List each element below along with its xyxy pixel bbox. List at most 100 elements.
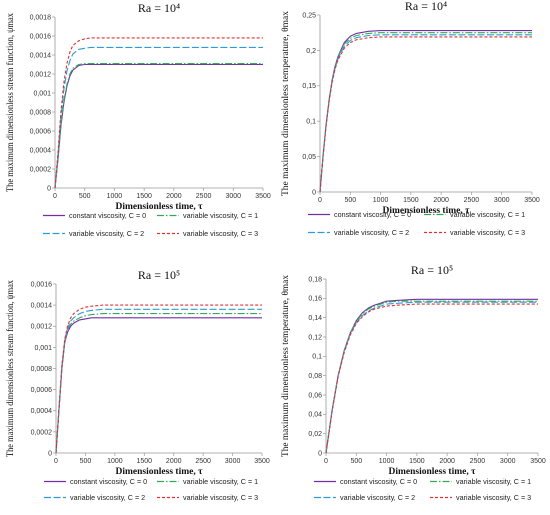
y-tick-label: 0,0008: [31, 366, 53, 373]
y-tick-label: 0,04: [308, 412, 322, 419]
legend-label-3: variable viscosity, C = 3: [450, 228, 525, 237]
series-line-2: [325, 301, 538, 454]
series-line-1: [54, 63, 263, 189]
y-tick-label: 0,0008: [30, 109, 52, 116]
x-tick-label: 2000: [166, 193, 182, 200]
chart-panel-temperature-ra4: 0 0,05 0,1 0,15 0,2 0,25 0 500 1000 1500 2000 2500 3…: [275, 0, 550, 258]
x-tick-label: 3000: [225, 193, 241, 200]
y-tick-label: 0,15: [302, 83, 316, 90]
legend-label-2: variable viscosity, C = 2: [340, 493, 415, 502]
x-tick-label: 500: [80, 458, 92, 465]
x-tick-label: 0: [54, 458, 58, 465]
series-line-3: [325, 303, 538, 454]
x-tick-label: 2500: [470, 458, 486, 465]
series-line-3: [319, 36, 532, 193]
x-tick-label: 1500: [409, 458, 425, 465]
x-tick-label: 3500: [530, 458, 546, 465]
x-axis-label: Dimensionless time, τ: [116, 467, 204, 477]
y-tick-label: 0,2: [306, 48, 316, 55]
legend-label-2: variable viscosity, C = 2: [70, 493, 145, 502]
x-tick-label: 1000: [379, 458, 395, 465]
y-axis-label: The maximum dimensionless stream functio…: [5, 280, 16, 457]
legend-label-0: constant viscosity, C = 0: [340, 477, 417, 486]
chart-svg: 0 0,02 0,04 0,06 0,08 0,1 0,12 0,14 0,16 0,18 0 500…: [281, 263, 546, 502]
x-tick-label: 2500: [195, 458, 211, 465]
y-tick-label: 0,06: [308, 392, 322, 399]
y-tick-label: 0,0004: [31, 408, 53, 415]
y-tick-label: 0,0002: [30, 166, 52, 173]
legend-label-3: variable viscosity, C = 3: [183, 493, 258, 502]
chart-title: Ra = 10⁴: [138, 1, 180, 15]
x-tick-label: 500: [344, 197, 356, 204]
y-tick-label: 0,001: [33, 90, 51, 97]
x-tick-label: 1000: [373, 197, 389, 204]
y-tick-label: 0,0006: [30, 128, 52, 135]
y-tick-label: 0,0002: [31, 429, 53, 436]
legend-label-2: variable viscosity, C = 2: [334, 228, 409, 237]
y-tick-label: 0,18: [308, 276, 322, 283]
y-tick-label: 0,05: [302, 154, 316, 161]
y-tick-label: 0: [318, 450, 322, 457]
x-tick-label: 2000: [439, 458, 455, 465]
y-axis-label: The maximum dimensionless temperature, θ…: [281, 275, 291, 457]
chart-title: Ra = 10⁴: [405, 0, 447, 13]
legend-label-0: constant viscosity, C = 0: [70, 477, 147, 486]
legend-label-0: constant viscosity, C = 0: [334, 210, 411, 219]
x-axis-label: Dimensionless time, τ: [116, 202, 204, 212]
chart-panel-temperature-ra5: 0 0,02 0,04 0,06 0,08 0,1 0,12 0,14 0,16 0,18 0 500…: [275, 258, 550, 515]
legend-label-3: variable viscosity, C = 3: [456, 493, 531, 502]
chart-svg: 0 0,0002 0,0004 0,0006 0,0008 0,001 0,0012 0,00…: [5, 268, 270, 502]
chart-title: Ra = 10⁵: [411, 263, 453, 277]
series-line-0: [55, 317, 262, 454]
chart-svg: 0 0,05 0,1 0,15 0,2 0,25 0 500 1000 1500 2000 2500 3…: [281, 0, 540, 237]
y-tick-label: 0,0014: [30, 52, 52, 59]
legend-label-1: variable viscosity, C = 1: [456, 477, 531, 486]
x-tick-label: 500: [350, 458, 362, 465]
y-tick-label: 0,0012: [31, 324, 53, 331]
chart-title: Ra = 10⁵: [138, 268, 180, 282]
series-line-2: [319, 34, 532, 193]
y-tick-label: 0,0006: [31, 387, 53, 394]
series-line-3: [54, 37, 263, 189]
x-tick-label: 3500: [254, 458, 270, 465]
y-tick-label: 0: [48, 450, 52, 457]
x-tick-label: 0: [324, 458, 328, 465]
legend-label-1: variable viscosity, C = 1: [450, 210, 525, 219]
y-axis-label: The maximum dimensionless stream functio…: [5, 13, 16, 192]
x-tick-label: 3500: [524, 197, 540, 204]
y-tick-label: 0,08: [308, 373, 322, 380]
series-line-2: [54, 46, 263, 189]
y-tick-label: 0,25: [302, 12, 316, 19]
x-tick-label: 3000: [225, 458, 241, 465]
x-tick-label: 2000: [166, 458, 182, 465]
series-line-0: [319, 30, 532, 193]
chart-panel-stream-ra5: 0 0,0002 0,0004 0,0006 0,0008 0,001 0,0012 0,00…: [0, 258, 275, 515]
y-tick-label: 0,0016: [30, 33, 52, 40]
x-tick-label: 3000: [500, 458, 516, 465]
series-line-1: [319, 32, 532, 193]
y-tick-label: 0,001: [34, 345, 52, 352]
series-line-1: [325, 300, 538, 454]
legend-label-1: variable viscosity, C = 1: [183, 477, 258, 486]
y-tick-label: 0,0014: [31, 303, 53, 310]
legend-label-1: variable viscosity, C = 1: [183, 211, 258, 220]
series-line-0: [54, 63, 263, 189]
series-line-1: [55, 313, 262, 454]
series-line-2: [55, 308, 262, 454]
x-tick-label: 3000: [494, 197, 510, 204]
y-tick-label: 0,1: [306, 119, 316, 126]
y-tick-label: 0: [312, 189, 316, 196]
y-axis-label: The maximum dimensionless temperature, θ…: [281, 11, 291, 196]
x-tick-label: 1000: [107, 193, 123, 200]
x-tick-label: 2000: [433, 197, 449, 204]
y-tick-label: 0,0004: [30, 147, 52, 154]
y-tick-label: 0,1: [312, 354, 322, 361]
x-tick-label: 0: [318, 197, 322, 204]
y-tick-label: 0,02: [308, 431, 322, 438]
x-tick-label: 1000: [107, 458, 123, 465]
x-tick-label: 1500: [136, 458, 152, 465]
x-axis-label: Dimensionless time, τ: [389, 467, 477, 477]
y-tick-label: 0,0016: [31, 281, 53, 288]
x-axis-label: Dimensionless time, τ: [383, 206, 471, 216]
y-tick-label: 0: [47, 185, 51, 192]
